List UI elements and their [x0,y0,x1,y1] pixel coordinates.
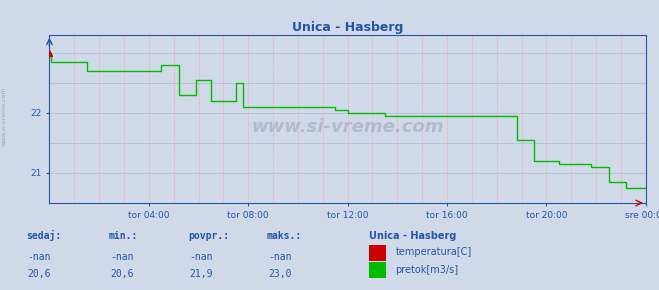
Text: pretok[m3/s]: pretok[m3/s] [395,264,459,275]
Text: -nan: -nan [110,251,134,262]
Text: -nan: -nan [268,251,292,262]
Text: 21,9: 21,9 [189,269,213,279]
Text: -nan: -nan [28,251,51,262]
Text: temperatura[C]: temperatura[C] [395,247,472,257]
Text: www.si-vreme.com: www.si-vreme.com [2,86,7,146]
Text: -nan: -nan [189,251,213,262]
Text: maks.:: maks.: [267,231,302,241]
Text: 20,6: 20,6 [110,269,134,279]
Text: Unica - Hasberg: Unica - Hasberg [369,231,457,241]
Text: www.si-vreme.com: www.si-vreme.com [251,118,444,136]
Text: sedaj:: sedaj: [26,230,61,241]
Text: 23,0: 23,0 [268,269,292,279]
Text: povpr.:: povpr.: [188,231,229,241]
Text: min.:: min.: [109,231,138,241]
Text: 20,6: 20,6 [28,269,51,279]
Title: Unica - Hasberg: Unica - Hasberg [292,21,403,34]
